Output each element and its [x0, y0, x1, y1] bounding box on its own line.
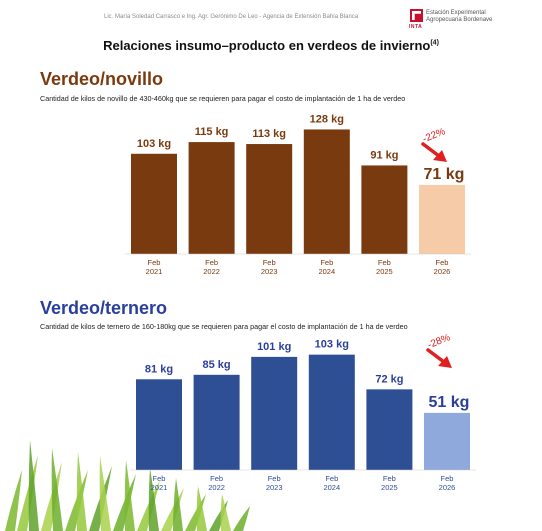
- inta-logo-text: INTA: [409, 24, 423, 30]
- grass-blade: [137, 480, 160, 531]
- category-label: Feb: [153, 474, 166, 483]
- category-label: Feb: [148, 258, 161, 267]
- grass-blade: [28, 440, 39, 531]
- category-label: Feb: [378, 258, 391, 267]
- bar-value-label: 85 kg: [203, 359, 231, 371]
- chart-1-title: Verdeo/novillo: [40, 69, 164, 89]
- chart-2-title: Verdeo/ternero: [40, 298, 168, 318]
- bar: [131, 153, 177, 254]
- category-label: 2023: [266, 483, 283, 492]
- category-label: Feb: [441, 474, 454, 483]
- bar: [188, 142, 235, 254]
- bar-value-label: 71 kg: [424, 166, 465, 183]
- change-annotation: -22%: [421, 126, 447, 145]
- category-label: Feb: [383, 474, 396, 483]
- grass-blade: [220, 494, 231, 531]
- institution-line-2: Agropecuaria Bordenave: [426, 17, 493, 23]
- institution-line-1: Estación Experimental: [426, 10, 486, 16]
- grass-blade: [233, 506, 250, 531]
- category-label: 2026: [434, 267, 451, 276]
- category-label: 2021: [151, 483, 168, 492]
- bar: [419, 184, 465, 254]
- bar-value-label: 51 kg: [429, 394, 470, 411]
- category-label: 2021: [146, 267, 163, 276]
- grass-blade: [76, 452, 87, 531]
- bar-value-label: 103 kg: [315, 339, 349, 351]
- bar-value-label: 101 kg: [257, 341, 291, 353]
- bar: [424, 412, 470, 470]
- category-label: 2025: [381, 483, 398, 492]
- grass-blade: [51, 448, 63, 531]
- institution-name: Estación Experimental Agropecuaria Borde…: [426, 10, 492, 24]
- change-annotation: -28%: [426, 332, 452, 351]
- inta-logo-icon: [410, 9, 423, 22]
- category-label: 2025: [376, 267, 393, 276]
- bar-value-label: 72 kg: [375, 373, 403, 385]
- trend-arrow-icon: [426, 348, 446, 364]
- header-credit: Lic. María Soledad Carrasco e Ing. Agr. …: [104, 14, 359, 20]
- category-label: Feb: [325, 474, 338, 483]
- grass-blade: [196, 486, 207, 531]
- category-label: Feb: [320, 258, 333, 267]
- bar: [361, 165, 408, 254]
- page-title-note: (4): [430, 39, 439, 47]
- category-label: 2022: [203, 267, 220, 276]
- category-label: Feb: [210, 474, 223, 483]
- bar-value-label: 115 kg: [195, 126, 229, 138]
- bar: [136, 379, 182, 470]
- grass-blade: [41, 462, 62, 531]
- category-label: 2022: [208, 483, 225, 492]
- grass-blade: [113, 474, 136, 531]
- page-title-text: Relaciones insumo–producto en verdeos de…: [103, 38, 431, 53]
- grass-blade: [5, 470, 22, 531]
- category-label: Feb: [436, 258, 449, 267]
- grass-decoration: [5, 440, 250, 531]
- bar: [251, 356, 298, 470]
- bar-value-label: 113 kg: [252, 128, 286, 140]
- grass-blade: [173, 478, 183, 531]
- bar: [366, 389, 413, 470]
- page-title: Relaciones insumo–producto en verdeos de…: [0, 38, 542, 53]
- trend-arrowhead-icon: [438, 356, 452, 368]
- bar-value-label: 81 kg: [145, 363, 173, 375]
- bar-value-label: 91 kg: [370, 149, 398, 161]
- bar: [246, 144, 293, 254]
- trend-arrow-icon: [421, 142, 441, 158]
- category-label: 2024: [323, 483, 340, 492]
- grass-blade: [65, 470, 88, 531]
- category-label: 2023: [261, 267, 278, 276]
- category-label: Feb: [268, 474, 281, 483]
- grass-blade: [124, 460, 135, 531]
- bar: [308, 354, 355, 470]
- bar-value-label: 128 kg: [310, 113, 344, 125]
- category-label: Feb: [263, 258, 276, 267]
- chart-2-subtitle: Cantidad de kilos de ternero de 160-180k…: [40, 322, 408, 331]
- trend-arrowhead-icon: [433, 150, 447, 162]
- grass-blade: [99, 456, 111, 531]
- category-label: 2024: [318, 267, 335, 276]
- chart-1-subtitle: Cantidad de kilos de novillo de 430-460k…: [40, 94, 406, 103]
- bar: [303, 129, 350, 254]
- bar-value-label: 103 kg: [137, 138, 171, 150]
- category-label: Feb: [205, 258, 218, 267]
- category-label: 2026: [439, 483, 456, 492]
- grass-blade: [148, 468, 159, 531]
- bar: [193, 374, 240, 470]
